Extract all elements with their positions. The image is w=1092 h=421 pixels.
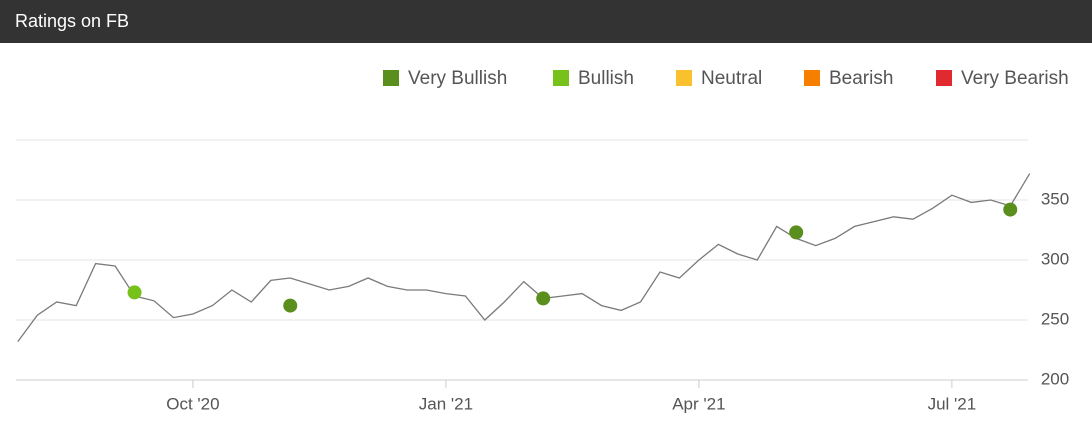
- x-tick-label: Apr '21: [672, 394, 725, 413]
- legend-label: Bearish: [829, 68, 893, 89]
- y-tick-label: 300: [1041, 249, 1069, 268]
- panel-title: Ratings on FB: [0, 0, 1092, 43]
- x-tick-label: Oct '20: [166, 394, 219, 413]
- legend-label: Very Bearish: [961, 68, 1069, 89]
- x-tick-label: Jul '21: [928, 394, 977, 413]
- legend-swatch: [383, 70, 399, 86]
- legend-swatch: [804, 70, 820, 86]
- legend-swatch: [936, 70, 952, 86]
- price-line: [17, 173, 1031, 342]
- legend-label: Neutral: [701, 68, 762, 89]
- rating-marker: [789, 225, 804, 240]
- x-tick-label: Jan '21: [419, 394, 473, 413]
- rating-marker: [1003, 202, 1018, 217]
- rating-marker: [283, 298, 298, 313]
- y-tick-label: 250: [1041, 309, 1069, 328]
- legend-swatch: [676, 70, 692, 86]
- legend-swatch: [553, 70, 569, 86]
- legend-label: Bullish: [578, 68, 634, 89]
- rating-marker: [536, 291, 551, 306]
- y-tick-label: 200: [1041, 369, 1069, 388]
- legend-label: Very Bullish: [408, 68, 507, 89]
- rating-marker: [127, 285, 142, 300]
- y-tick-label: 350: [1041, 189, 1069, 208]
